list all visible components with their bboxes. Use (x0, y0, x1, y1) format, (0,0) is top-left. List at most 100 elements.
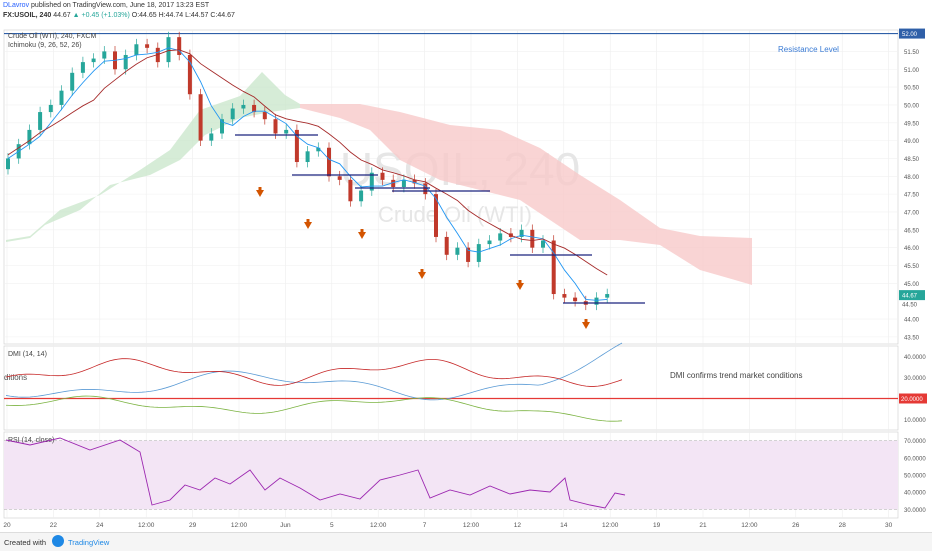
x-tick-label: 21 (699, 522, 707, 529)
candle-body (530, 229, 535, 248)
y-tick-label: 45.00 (904, 282, 920, 288)
dmi-y-tick: 40.0000 (904, 355, 926, 361)
candle-body (369, 172, 374, 191)
down-arrow-icon (258, 187, 262, 191)
second-price-label: 44.50 (902, 303, 918, 309)
publish-info: published on TradingView.com, June 18, 2… (31, 2, 210, 9)
candle-body (230, 108, 235, 120)
last-price-badge (899, 290, 925, 301)
candle-body (337, 176, 342, 180)
x-tick-label: 26 (792, 522, 800, 529)
y-tick-label: 51.50 (904, 50, 920, 56)
down-arrow-icon (306, 219, 310, 223)
candle-body (380, 172, 385, 180)
tradingview-brand[interactable]: TradingView (68, 538, 110, 547)
created-with-text: Created with (4, 538, 47, 547)
ichimoku-label: Ichimoku (9, 26, 52, 26) (8, 42, 82, 49)
candle-body (70, 72, 75, 91)
down-arrow-icon (358, 232, 366, 239)
x-tick-label: 14 (560, 522, 568, 529)
down-arrow-icon (518, 280, 522, 284)
candle-body (91, 58, 96, 63)
candle-body (294, 129, 299, 163)
chart-area[interactable]: 20 22 24 12:00 29 12:00 Jun 5 12:00 7 12:00 12 14 12:… (0, 0, 932, 532)
y-tick-label: 50.00 (904, 103, 920, 109)
publish-line: DLavrov published on TradingView.com, Ju… (3, 2, 209, 9)
ichimoku-bear-cloud (300, 104, 752, 285)
candle-body (594, 297, 599, 305)
symbol-line: FX:USOIL, 240 44.67 ▲ +0.45 (+1.03%) O:4… (3, 12, 235, 19)
dmi-y-tick: 30.0000 (904, 376, 926, 382)
rsi-y-tick: 40.0000 (904, 491, 926, 497)
dmi-minus-line (5, 358, 623, 387)
tenkan-line (7, 47, 608, 301)
y-tick-label: 44.00 (904, 318, 920, 324)
candle-body (284, 129, 289, 134)
candle-body (573, 297, 578, 302)
x-tick-label: 28 (839, 522, 847, 529)
dmi-threshold-badge (899, 393, 927, 404)
candle-body (487, 240, 492, 245)
rsi-line (5, 437, 626, 509)
candle-body (241, 104, 246, 109)
x-tick-label: 12:00 (463, 522, 480, 529)
candle-body (455, 247, 460, 255)
last-price: 44.67 (53, 12, 71, 19)
dmi-note: DMI confirms trend market conditions (670, 371, 803, 380)
resistance-label: Resistance Level (778, 45, 839, 54)
candle-body (220, 119, 224, 134)
x-tick-label: 30 (885, 522, 893, 529)
x-tick-label: 12 (514, 522, 522, 529)
candle-body (541, 240, 545, 248)
x-tick-label: 12:00 (602, 522, 619, 529)
author-link[interactable]: DLavrov (3, 2, 30, 9)
down-arrow-icon (516, 283, 524, 290)
x-tick-label: Jun (280, 522, 291, 529)
candle-body (145, 44, 150, 48)
y-tick-label: 46.50 (904, 228, 920, 234)
x-tick-label: 7 (423, 522, 427, 529)
candle-body (434, 194, 438, 237)
footer: Created with TradingView (0, 532, 932, 551)
candle-body (359, 190, 364, 202)
candle-body (466, 247, 471, 262)
down-arrow-icon (420, 269, 424, 273)
candle-body (38, 112, 43, 130)
candle-body (498, 233, 503, 241)
y-tick-label: 48.50 (904, 157, 920, 163)
down-arrow-icon (418, 272, 426, 279)
down-arrow-icon (360, 229, 364, 233)
dmi-cut-text: ditions (4, 373, 27, 382)
rsi-y-tick: 60.0000 (904, 456, 926, 462)
x-tick-label: 24 (96, 522, 104, 529)
candle-body (476, 244, 481, 262)
x-tick-label: 12:00 (741, 522, 758, 529)
y-tick-label: 47.00 (904, 210, 920, 216)
dmi-plus-line (5, 342, 623, 401)
candle-body (166, 37, 171, 63)
main-pane-frame (3, 29, 899, 345)
x-tick-label: 29 (189, 522, 197, 529)
candle-body (273, 119, 278, 134)
y-tick-label: 48.00 (904, 175, 920, 181)
dmi-y-tick: 10.0000 (904, 418, 926, 424)
candle-body (123, 54, 128, 70)
rsi-label: RSI (14, close) (8, 437, 54, 444)
down-arrow-icon (582, 322, 590, 329)
candle-body (80, 62, 85, 73)
candle-body (134, 44, 139, 55)
candle-body (391, 179, 396, 187)
candle-body (327, 147, 331, 177)
y-tick-label: 49.00 (904, 139, 920, 145)
x-tick-label: 19 (653, 522, 661, 529)
resistance-badge (899, 28, 925, 39)
y-tick-label: 46.00 (904, 246, 920, 252)
candle-body (59, 90, 64, 105)
symbol: FX:USOIL, 240 (3, 12, 52, 19)
down-arrow-icon (584, 319, 588, 323)
candle-body (187, 54, 192, 95)
last-price-badge-text: 44.67 (902, 294, 918, 300)
candle-body (519, 229, 524, 237)
dmi-threshold-text: 20.0000 (901, 397, 923, 403)
main-pane-title: Crude Oil (WTI), 240, FXCM (8, 33, 96, 40)
